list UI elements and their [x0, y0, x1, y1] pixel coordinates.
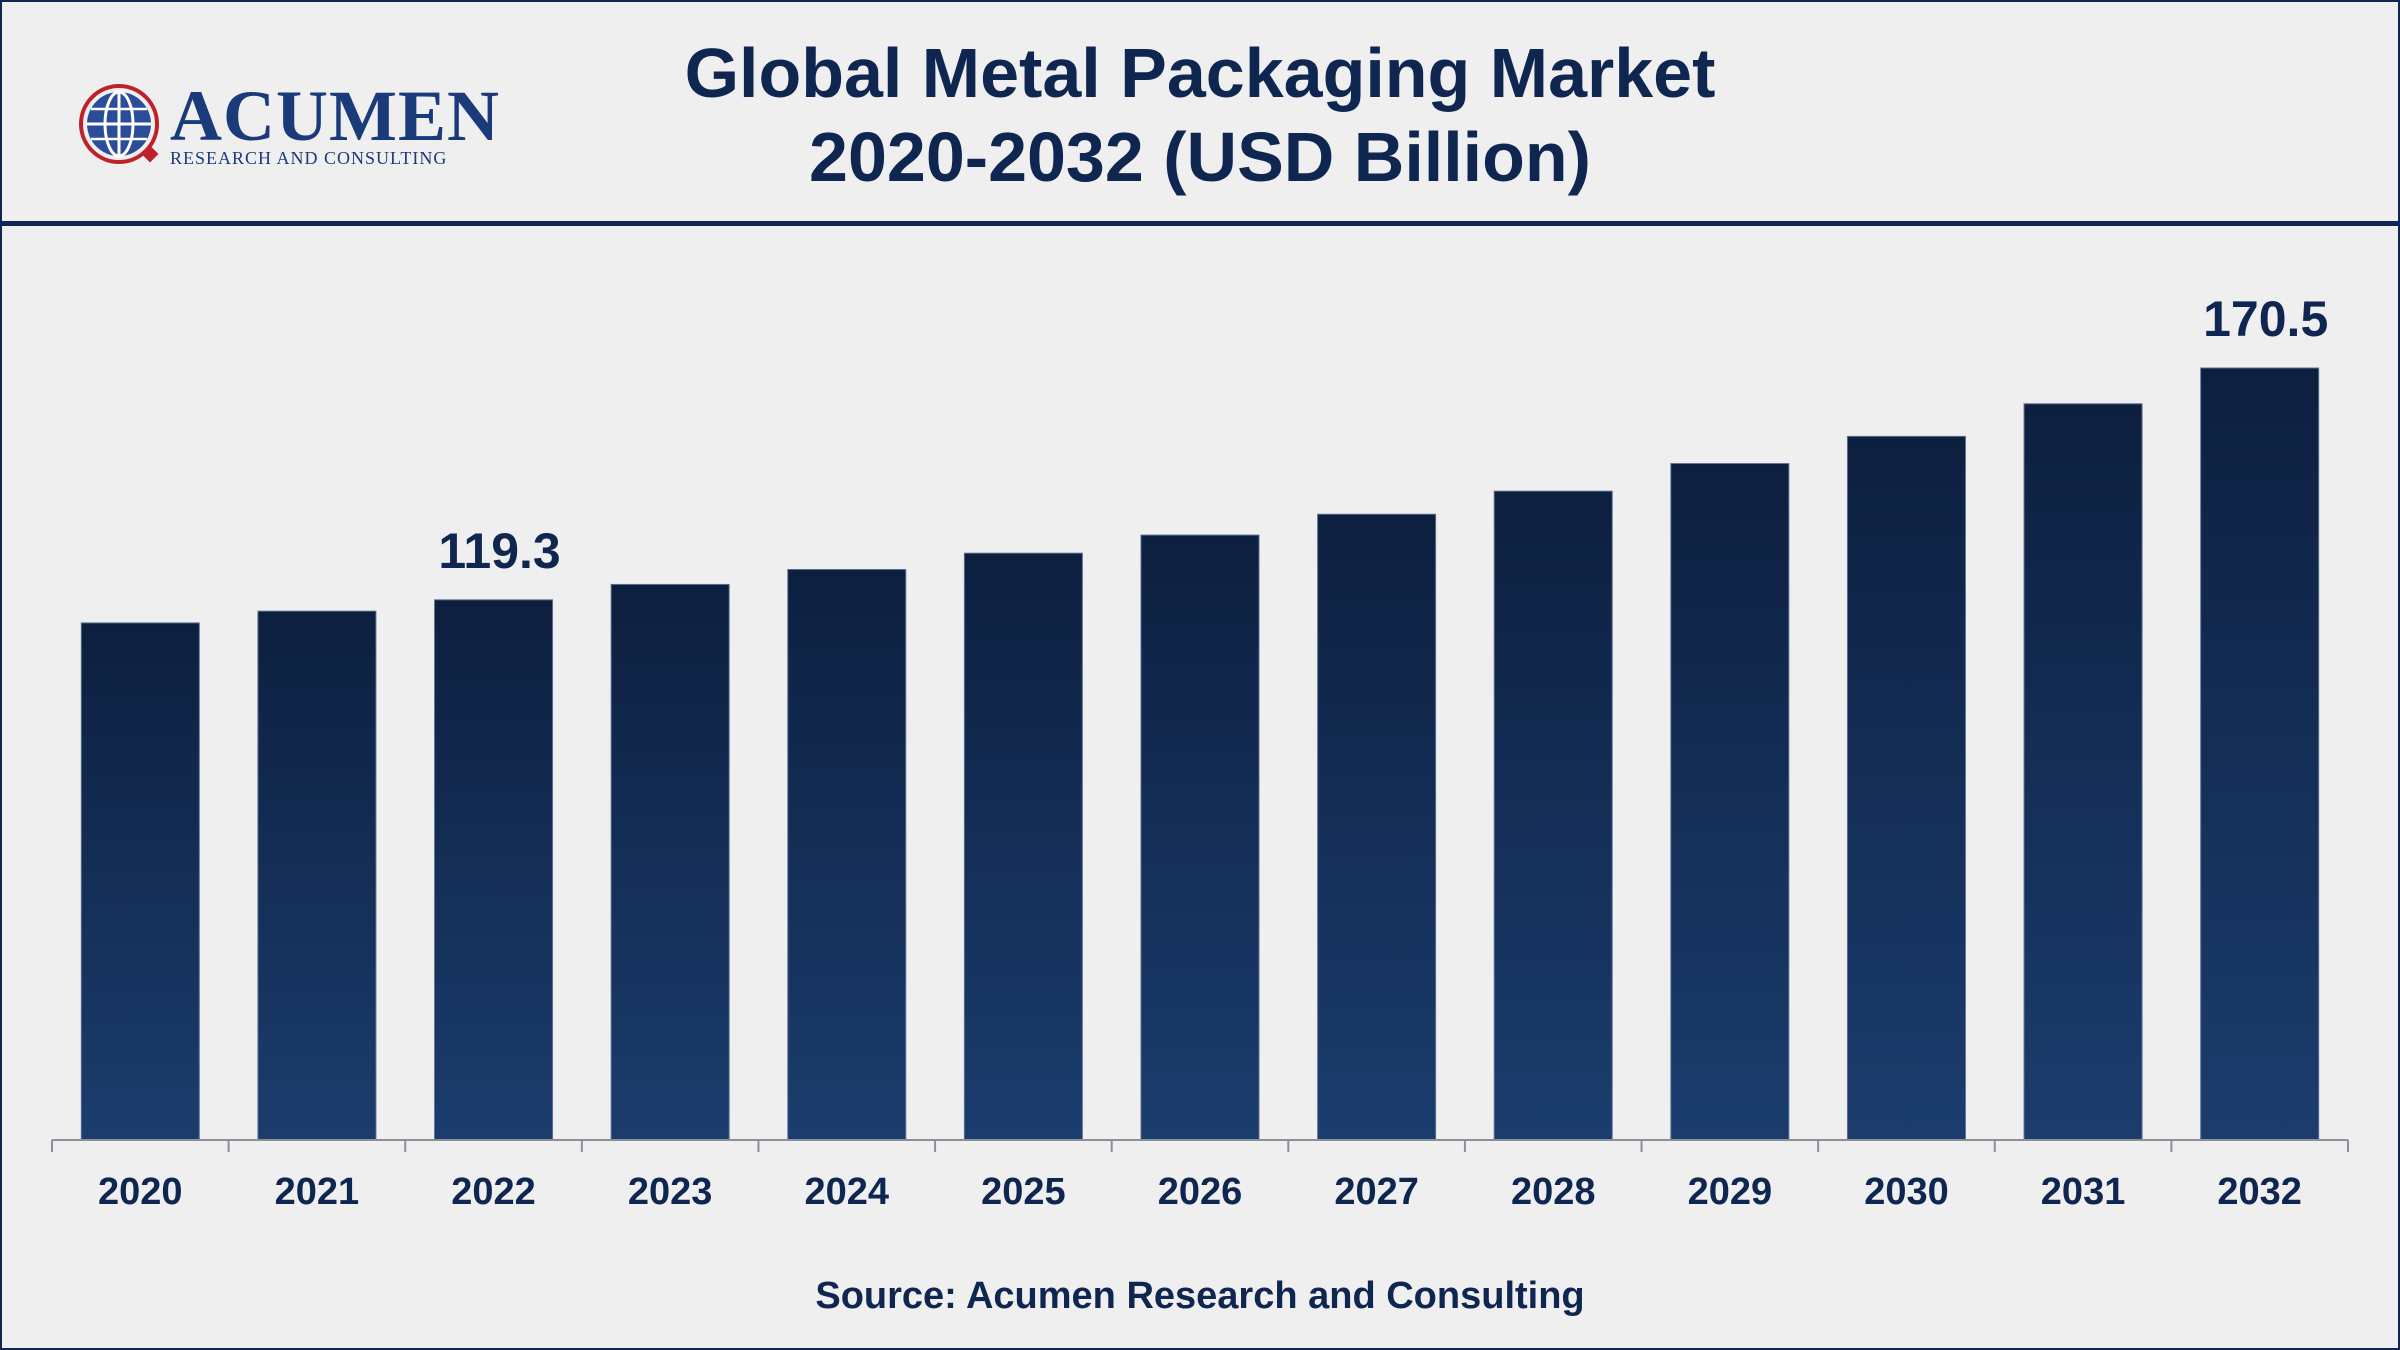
bar-2029 — [1670, 463, 1790, 1141]
x-tick-label-2026: 2026 — [1158, 1171, 1243, 1213]
logo-wordmark: ACUMEN — [170, 76, 500, 156]
bar-2025 — [963, 552, 1083, 1141]
logo-tagline: RESEARCH AND CONSULTING — [170, 148, 448, 168]
source-note: Source: Acumen Research and Consulting — [815, 1275, 1585, 1317]
x-tick-label-2028: 2028 — [1511, 1171, 1596, 1213]
x-tick-label-2030: 2030 — [1864, 1171, 1949, 1213]
x-tick-label-2023: 2023 — [628, 1171, 713, 1213]
bar-2021 — [257, 610, 377, 1141]
x-tick-label-2029: 2029 — [1688, 1171, 1773, 1213]
bar-2023 — [610, 583, 730, 1141]
x-tick-label-2020: 2020 — [98, 1171, 183, 1213]
x-tick-label-2024: 2024 — [804, 1171, 889, 1213]
globe-icon — [79, 84, 159, 164]
x-tick-label-2032: 2032 — [2217, 1171, 2302, 1213]
chart-title-line2: 2020-2032 (USD Billion) — [809, 118, 1591, 196]
bar-2026 — [1140, 534, 1260, 1141]
x-tick-label-2025: 2025 — [981, 1171, 1066, 1213]
x-tick-label-2031: 2031 — [2041, 1171, 2126, 1213]
bar-2024 — [787, 568, 907, 1141]
chart-title-line1: Global Metal Packaging Market — [684, 34, 1716, 112]
bar-2020 — [80, 622, 200, 1141]
data-label-2022: 119.3 — [438, 523, 560, 579]
x-tick-label-2027: 2027 — [1334, 1171, 1419, 1213]
brand-logo: ACUMEN RESEARCH AND CONSULTING — [74, 78, 499, 174]
data-label-2032: 170.5 — [2203, 291, 2328, 347]
header-divider — [0, 221, 2400, 226]
bar-2028 — [1493, 490, 1613, 1141]
bar-2027 — [1317, 513, 1437, 1141]
bar-2031 — [2023, 403, 2143, 1141]
x-tick-label-2021: 2021 — [275, 1171, 360, 1213]
bar-2022 — [434, 599, 554, 1141]
bar-2032 — [2200, 367, 2320, 1141]
x-tick-label-2022: 2022 — [451, 1171, 536, 1213]
bar-2030 — [1846, 435, 1966, 1141]
